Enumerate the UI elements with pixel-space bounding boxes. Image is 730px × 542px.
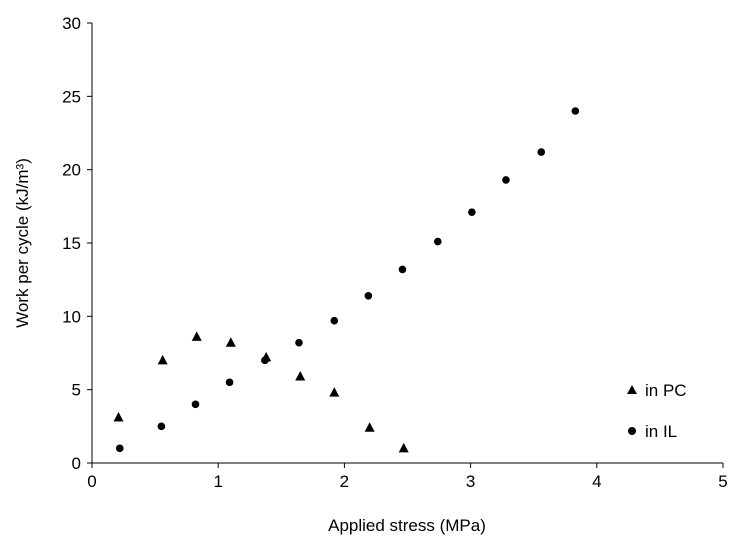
y-tick-label: 10 <box>62 307 81 326</box>
legend-marker-circle <box>628 427 636 435</box>
data-point-circle <box>502 176 510 184</box>
data-point-circle <box>295 338 303 347</box>
legend-label-il: in IL <box>645 422 677 441</box>
x-tick-label: 2 <box>340 472 349 491</box>
x-ticks: 0 1 2 3 4 5 <box>87 463 728 491</box>
legend-marker-triangle <box>627 385 637 394</box>
data-point-circle <box>115 444 124 453</box>
y-axis-title: Work per cycle (kJ/m³) <box>13 158 32 328</box>
y-tick-label: 5 <box>72 381 81 400</box>
data-point-triangle <box>225 337 236 347</box>
series-il <box>115 107 580 453</box>
y-tick-label: 30 <box>62 14 81 33</box>
data-point-triangle <box>295 370 306 381</box>
x-axis-title: Applied stress (MPa) <box>328 516 486 535</box>
data-point-circle <box>468 208 476 216</box>
data-point-triangle <box>329 387 340 397</box>
y-ticks: 0 5 10 15 20 25 30 <box>62 14 92 473</box>
data-point-triangle <box>398 442 409 453</box>
data-point-circle <box>261 356 269 365</box>
data-point-circle <box>225 378 234 387</box>
data-point-triangle <box>364 422 375 432</box>
series-pc <box>113 331 409 453</box>
y-tick-label: 25 <box>62 87 81 106</box>
data-point-triangle <box>113 412 124 422</box>
y-tick-label: 0 <box>72 454 81 473</box>
legend-item-pc: in PC <box>627 381 687 400</box>
data-point-circle <box>157 422 166 431</box>
data-point-circle <box>433 237 442 246</box>
data-point-circle <box>571 107 580 115</box>
x-tick-label: 3 <box>466 472 475 491</box>
data-point-circle <box>330 316 339 325</box>
legend-label-pc: in PC <box>645 381 687 400</box>
data-point-circle <box>191 400 200 409</box>
x-tick-label: 0 <box>87 472 96 491</box>
legend: in PC in IL <box>627 381 687 441</box>
data-point-circle <box>398 265 407 274</box>
y-tick-label: 15 <box>62 234 81 253</box>
axes <box>91 23 723 464</box>
legend-item-il: in IL <box>628 422 677 441</box>
data-point-triangle <box>157 354 168 365</box>
x-tick-label: 5 <box>718 472 727 491</box>
data-point-triangle <box>191 331 202 341</box>
data-point-circle <box>364 292 373 300</box>
plot-marks <box>113 107 580 453</box>
x-tick-label: 4 <box>592 472 601 491</box>
data-point-circle <box>537 148 546 156</box>
x-tick-label: 1 <box>213 472 222 491</box>
y-tick-label: 20 <box>62 161 81 180</box>
